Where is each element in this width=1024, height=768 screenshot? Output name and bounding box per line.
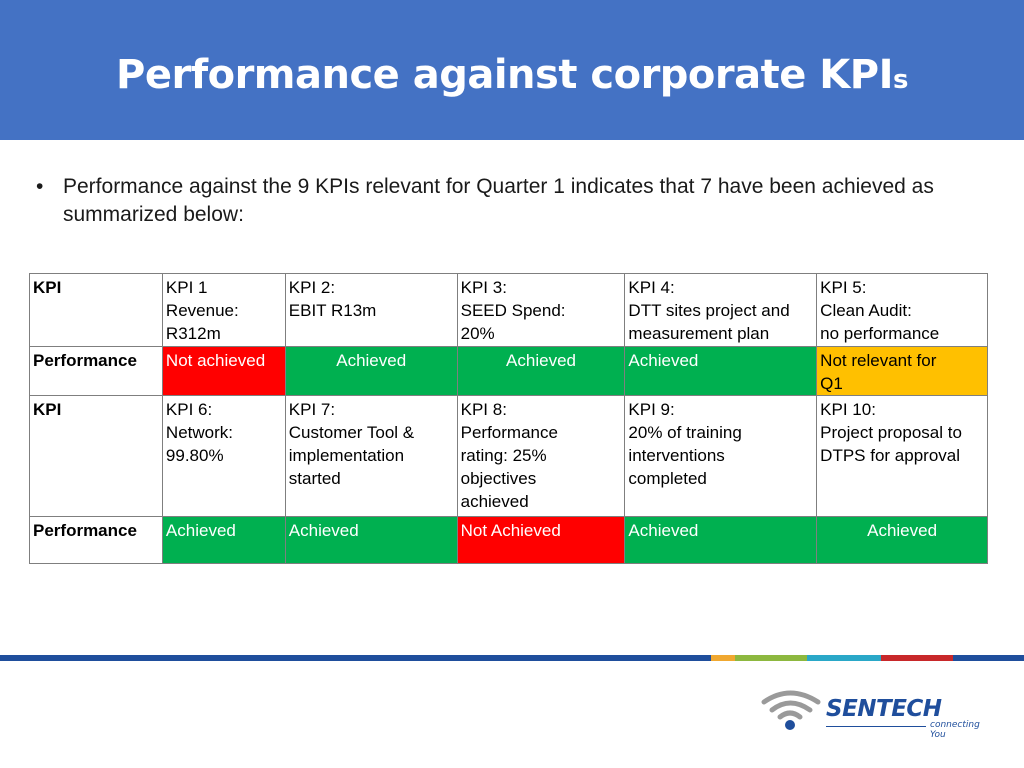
cell-text-line: Project proposal to xyxy=(820,423,962,442)
cell-text-line: Not relevant for xyxy=(820,351,937,370)
cell-text-line: completed xyxy=(628,469,707,488)
cell-text-line: objectives xyxy=(460,469,537,488)
cell-text-line: 99.80% xyxy=(165,446,224,465)
cell-text-line: Performance xyxy=(460,423,558,442)
footer-stripe xyxy=(0,655,1024,661)
logo-tagline: connecting You xyxy=(930,720,980,740)
performance-cell: Not Achieved xyxy=(456,516,626,564)
cell-text: Achieved xyxy=(506,351,576,370)
performance-cell: Achieved xyxy=(624,516,818,564)
kpi-cell: KPI 10: Project proposal to DTPS for appro… xyxy=(816,395,988,517)
cell-text: Achieved xyxy=(628,521,699,540)
stripe-segment xyxy=(735,655,807,661)
cell-text-line: interventions xyxy=(628,446,725,465)
kpi-cell: KPI 7: Customer Tool & implementation start… xyxy=(284,395,458,517)
cell-text-line: R312m xyxy=(165,324,221,343)
cell-text-line: DTT sites project and xyxy=(628,301,790,320)
kpi-cell: KPI 9: 20% of training interventions comple… xyxy=(624,395,818,517)
cell-text-line: measurement plan xyxy=(628,324,770,343)
cell-text: Achieved xyxy=(628,351,699,370)
cell-text-line: Q1 xyxy=(820,374,843,393)
performance-cell: Achieved xyxy=(624,346,818,396)
kpi-cell: KPI 4: DTT sites project and measurement p… xyxy=(624,273,818,347)
sentech-logo: SENTECH connecting You xyxy=(760,686,990,740)
cell-text: Not achieved xyxy=(165,351,266,370)
stripe-segment xyxy=(953,655,1024,661)
stripe-segment xyxy=(807,655,881,661)
performance-cell: Achieved xyxy=(816,516,988,564)
stripe-segment xyxy=(711,655,735,661)
stripe-segment xyxy=(0,655,711,661)
cell-text-line: KPI 6: xyxy=(165,400,213,419)
cell-text-line: Clean Audit: xyxy=(820,301,912,320)
performance-row: Performance Not achieved Achieved Achieved A… xyxy=(29,346,988,396)
performance-row: Performance Achieved Achieved Not Achieved A… xyxy=(29,516,988,564)
cell-text-line: started xyxy=(288,469,341,488)
bullet-dot-icon: • xyxy=(36,175,44,198)
cell-text: Achieved xyxy=(165,521,236,540)
kpi-cell: KPI 8: Performance rating: 25% objectives ac… xyxy=(456,395,626,517)
cell-text-line: KPI 8: xyxy=(460,400,507,419)
logo-wordmark: SENTECH xyxy=(826,696,942,722)
cell-text-line: Revenue: xyxy=(165,301,239,320)
cell-text-line: KPI 7: xyxy=(288,400,336,419)
cell-text-line: 20% xyxy=(460,324,495,343)
cell-text-line: KPI 4: xyxy=(628,278,675,297)
bullet-text: Performance against the 9 KPIs relevant … xyxy=(63,175,934,226)
cell-text-line: KPI 9: xyxy=(628,400,675,419)
performance-row-header: Performance xyxy=(29,516,163,564)
cell-text-line: rating: 25% xyxy=(460,446,547,465)
slide-title: Performance against corporate KPIs xyxy=(116,52,908,98)
cell-text-line: KPI 1 xyxy=(165,278,208,297)
stripe-segment xyxy=(881,655,953,661)
performance-cell: Achieved xyxy=(284,346,458,396)
cell-text: Achieved xyxy=(336,351,407,370)
cell-text-line: KPI 5: xyxy=(820,278,867,297)
kpi-cell: KPI 3: SEED Spend: 20% xyxy=(456,273,626,347)
cell-text-line: no performance xyxy=(820,324,940,343)
cell-text-line: implementation xyxy=(288,446,405,465)
kpi-cell: KPI 2: EBIT R13m xyxy=(284,273,458,347)
performance-cell: Achieved xyxy=(284,516,458,564)
cell-text-line: KPI 3: xyxy=(460,278,507,297)
performance-cell: Not relevant for Q1 xyxy=(816,346,988,396)
slide-title-suffix: s xyxy=(893,65,908,95)
cell-text-line: EBIT R13m xyxy=(288,301,377,320)
cell-text-line: KPI 10: xyxy=(820,400,876,419)
performance-cell: Not achieved xyxy=(161,346,286,396)
slide-title-main: Performance against corporate KPI xyxy=(116,52,893,98)
logo-rule xyxy=(826,726,926,727)
title-bar: Performance against corporate KPIs xyxy=(0,0,1024,140)
cell-text: Not Achieved xyxy=(460,521,561,540)
cell-text-line: DTPS for approval xyxy=(820,446,961,465)
kpi-cell: KPI 5: Clean Audit: no performance xyxy=(816,273,988,347)
cell-text-line: achieved xyxy=(460,492,529,511)
performance-cell: Achieved xyxy=(161,516,286,564)
performance-cell: Achieved xyxy=(456,346,626,396)
cell-text-line: Network: xyxy=(165,423,233,442)
cell-text-line: Customer Tool & xyxy=(288,423,415,442)
kpi-cell: KPI 1 Revenue: R312m xyxy=(161,273,286,347)
cell-text: Achieved xyxy=(288,521,359,540)
kpi-row-header: KPI xyxy=(29,395,163,517)
performance-row-header: Performance xyxy=(29,346,163,396)
cell-text: Achieved xyxy=(867,521,938,540)
kpi-row-header: KPI xyxy=(29,273,163,347)
wifi-signal-icon xyxy=(761,690,821,730)
bullet-point: • Performance against the 9 KPIs relevan… xyxy=(36,173,936,229)
cell-text-line: SEED Spend: xyxy=(460,301,566,320)
kpi-row: KPI KPI 6: Network: 99.80% KPI 7: Customer To… xyxy=(29,395,988,517)
kpi-table: KPI KPI 1 Revenue: R312m KPI 2: EBIT R13m KPI … xyxy=(29,273,988,564)
kpi-row: KPI KPI 1 Revenue: R312m KPI 2: EBIT R13m KPI … xyxy=(29,273,988,347)
cell-text-line: KPI 2: xyxy=(288,278,336,297)
kpi-cell: KPI 6: Network: 99.80% xyxy=(161,395,286,517)
cell-text-line: 20% of training xyxy=(628,423,742,442)
